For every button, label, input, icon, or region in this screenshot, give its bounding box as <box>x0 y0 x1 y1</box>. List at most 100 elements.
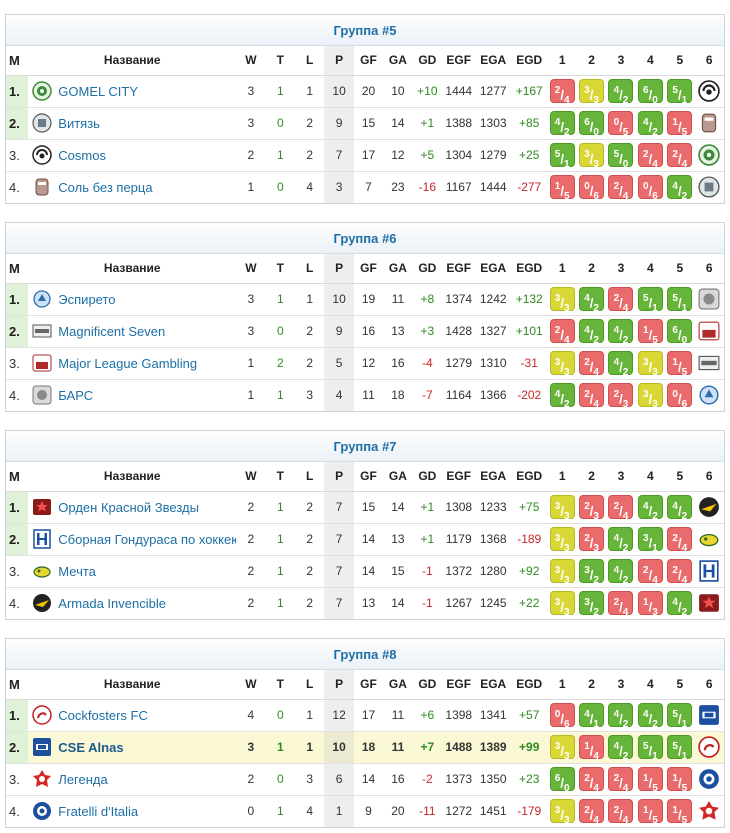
match-result-badge[interactable]: 4/2 <box>667 591 693 618</box>
match-result-badge[interactable]: 3/3 <box>549 735 575 762</box>
col-header-p[interactable]: P <box>324 670 354 700</box>
team-link[interactable]: Armada Invencible <box>58 595 166 611</box>
team-link[interactable]: Соль без перца <box>58 179 153 195</box>
col-header-gd[interactable]: GD <box>412 254 443 284</box>
team-link[interactable]: Эспирето <box>58 291 116 307</box>
match-result-badge[interactable]: 3/3 <box>549 591 575 618</box>
col-header-ga[interactable]: GA <box>383 46 413 76</box>
match-result-badge[interactable]: 4/2 <box>608 79 634 106</box>
team-link[interactable]: CSE Alnas <box>58 739 124 755</box>
match-result-badge[interactable]: 1/5 <box>667 799 693 826</box>
red-star-logo-icon[interactable] <box>698 592 720 614</box>
match-result-badge[interactable]: 2/4 <box>608 175 634 202</box>
match-result-badge[interactable]: 2/3 <box>579 495 605 522</box>
col-header-c2[interactable]: 2 <box>576 46 607 76</box>
match-result-badge[interactable]: 2/4 <box>608 591 634 618</box>
col-header-c4[interactable]: 4 <box>635 46 666 76</box>
team-link[interactable]: Орден Красной Звезды <box>58 499 199 515</box>
col-header-ega[interactable]: EGA <box>475 670 511 700</box>
team-link[interactable]: GOMEL CITY <box>58 83 138 99</box>
match-result-badge[interactable]: 6/0 <box>549 767 575 794</box>
match-result-badge[interactable]: 0/6 <box>549 703 575 730</box>
match-result-badge[interactable]: 0/6 <box>579 175 605 202</box>
team-link[interactable]: Cosmos <box>58 147 106 163</box>
match-result-badge[interactable]: 5/0 <box>608 143 634 170</box>
col-header-c1[interactable]: 1 <box>547 46 577 76</box>
col-header-c2[interactable]: 2 <box>576 462 607 492</box>
match-result-badge[interactable]: 3/3 <box>549 287 575 314</box>
col-header-name[interactable]: Название <box>28 254 237 284</box>
match-result-badge[interactable]: 2/4 <box>667 143 693 170</box>
team-link[interactable]: Fratelli d'Italia <box>58 803 139 819</box>
col-header-c1[interactable]: 1 <box>547 462 577 492</box>
cosmos-logo-icon[interactable] <box>698 80 720 102</box>
match-result-badge[interactable]: 1/5 <box>637 799 663 826</box>
match-result-badge[interactable]: 3/3 <box>637 351 663 378</box>
col-header-c4[interactable]: 4 <box>635 670 666 700</box>
match-result-badge[interactable]: 4/2 <box>608 559 634 586</box>
team-link[interactable]: Major League Gambling <box>58 355 198 371</box>
col-header-c4[interactable]: 4 <box>635 254 666 284</box>
match-result-badge[interactable]: 2/4 <box>667 559 693 586</box>
match-result-badge[interactable]: 3/3 <box>549 351 575 378</box>
team-link[interactable]: БАРС <box>58 387 94 403</box>
match-result-badge[interactable]: 5/1 <box>667 79 693 106</box>
match-result-badge[interactable]: 3/3 <box>549 559 575 586</box>
col-header-t[interactable]: T <box>265 670 295 700</box>
match-result-badge[interactable]: 5/1 <box>667 703 693 730</box>
match-result-badge[interactable]: 4/2 <box>637 703 663 730</box>
match-result-badge[interactable]: 4/2 <box>608 527 634 554</box>
armada-logo-icon[interactable] <box>698 496 720 518</box>
col-header-w[interactable]: W <box>236 670 266 700</box>
match-result-badge[interactable]: 3/3 <box>549 495 575 522</box>
col-header-t[interactable]: T <box>265 462 295 492</box>
match-result-badge[interactable]: 4/2 <box>549 383 575 410</box>
match-result-badge[interactable]: 0/6 <box>667 383 693 410</box>
col-header-w[interactable]: W <box>236 462 266 492</box>
col-header-ega[interactable]: EGA <box>475 254 511 284</box>
match-result-badge[interactable]: 1/5 <box>637 319 663 346</box>
col-header-ga[interactable]: GA <box>383 462 413 492</box>
col-header-name[interactable]: Название <box>28 462 237 492</box>
team-link[interactable]: Легенда <box>58 771 108 787</box>
col-header-gf[interactable]: GF <box>353 670 384 700</box>
col-header-m[interactable]: M <box>6 670 29 700</box>
col-header-egd[interactable]: EGD <box>510 254 548 284</box>
match-result-badge[interactable]: 1/5 <box>637 767 663 794</box>
col-header-gd[interactable]: GD <box>412 670 443 700</box>
match-result-badge[interactable]: 2/4 <box>637 143 663 170</box>
col-header-c1[interactable]: 1 <box>547 254 577 284</box>
espireto-logo-icon[interactable] <box>698 384 720 406</box>
match-result-badge[interactable]: 2/4 <box>549 319 575 346</box>
match-result-badge[interactable]: 4/2 <box>637 495 663 522</box>
match-result-badge[interactable]: 2/3 <box>608 383 634 410</box>
col-header-c6[interactable]: 6 <box>694 254 724 284</box>
col-header-ega[interactable]: EGA <box>475 462 511 492</box>
col-header-gd[interactable]: GD <box>412 46 443 76</box>
cockfosters-logo-icon[interactable] <box>698 736 720 758</box>
match-result-badge[interactable]: 5/1 <box>637 735 663 762</box>
vityaz-logo-icon[interactable] <box>698 176 720 198</box>
match-result-badge[interactable]: 2/3 <box>579 527 605 554</box>
col-header-ega[interactable]: EGA <box>475 46 511 76</box>
col-header-m[interactable]: M <box>6 254 29 284</box>
magnificent-seven-logo-icon[interactable] <box>698 352 720 374</box>
legenda-logo-icon[interactable] <box>698 800 720 822</box>
col-header-t[interactable]: T <box>265 46 295 76</box>
match-result-badge[interactable]: 5/1 <box>637 287 663 314</box>
match-result-badge[interactable]: 2/4 <box>549 79 575 106</box>
cse-alnas-logo-icon[interactable] <box>698 704 720 726</box>
col-header-gd[interactable]: GD <box>412 462 443 492</box>
gomel-city-logo-icon[interactable] <box>698 144 720 166</box>
col-header-gf[interactable]: GF <box>353 254 384 284</box>
match-result-badge[interactable]: 1/5 <box>667 767 693 794</box>
match-result-badge[interactable]: 2/4 <box>579 383 605 410</box>
match-result-badge[interactable]: 5/1 <box>667 287 693 314</box>
match-result-badge[interactable]: 2/4 <box>667 527 693 554</box>
col-header-l[interactable]: L <box>295 670 325 700</box>
match-result-badge[interactable]: 3/3 <box>579 79 605 106</box>
match-result-badge[interactable]: 1/5 <box>667 111 693 138</box>
major-league-logo-icon[interactable] <box>698 320 720 342</box>
col-header-l[interactable]: L <box>295 46 325 76</box>
match-result-badge[interactable]: 4/1 <box>579 703 605 730</box>
